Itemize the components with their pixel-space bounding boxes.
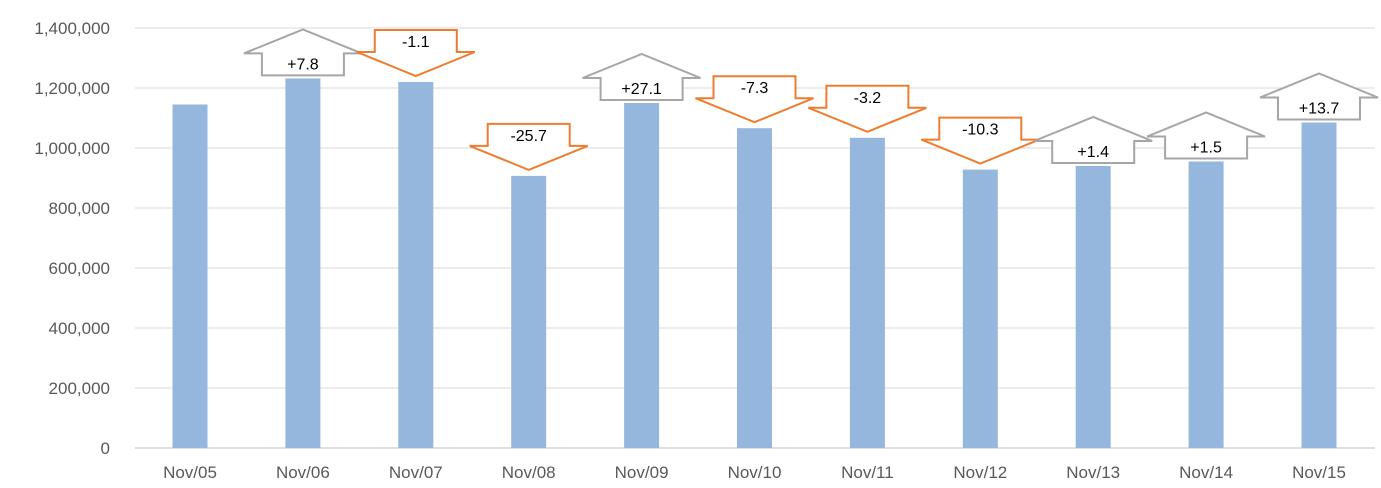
down-arrow-shape xyxy=(808,84,927,133)
x-tick-label: Nov/07 xyxy=(389,463,443,482)
down-arrow-shape xyxy=(356,29,476,78)
y-tick-label: 200,000 xyxy=(49,379,110,398)
change-label: +7.8 xyxy=(287,56,319,73)
y-tick-label: 0 xyxy=(101,439,110,458)
up-arrow-shape xyxy=(582,52,701,101)
change-label: +1.5 xyxy=(1190,140,1222,157)
y-tick-label: 400,000 xyxy=(49,319,110,338)
bar xyxy=(1075,166,1111,448)
down-arrow-shape xyxy=(695,75,814,124)
bar xyxy=(172,104,208,448)
x-tick-label: Nov/06 xyxy=(276,463,330,482)
up-arrow-shape xyxy=(1146,111,1266,160)
y-tick-label: 1,000,000 xyxy=(34,139,110,158)
change-arrows: +7.8 -1.1 -25.7 +27.1 -7.3 -3.2 -10.3 +1.4 +1.5 +… xyxy=(243,28,1379,171)
up-arrow-shape xyxy=(243,28,363,77)
x-tick-label: Nov/14 xyxy=(1179,463,1233,482)
change-label: +13.7 xyxy=(1299,101,1340,118)
bar xyxy=(1188,161,1224,448)
x-tick-label: Nov/08 xyxy=(502,463,556,482)
y-tick-label: 800,000 xyxy=(49,199,110,218)
down-arrow-shape xyxy=(469,122,589,171)
change-label: +27.1 xyxy=(621,81,662,98)
bar xyxy=(624,103,660,448)
bar xyxy=(737,128,772,448)
y-tick-label: 600,000 xyxy=(49,259,110,278)
x-tick-label: Nov/12 xyxy=(953,463,1007,482)
x-tick-label: Nov/10 xyxy=(728,463,782,482)
change-label: -25.7 xyxy=(510,128,547,145)
x-axis-category-labels: Nov/05 Nov/06 Nov/07 Nov/08 Nov/09 Nov/10 Nov/… xyxy=(163,463,1346,482)
x-tick-label: Nov/05 xyxy=(163,463,217,482)
bar xyxy=(398,82,434,448)
y-tick-label: 1,200,000 xyxy=(34,79,110,98)
bar xyxy=(849,137,885,449)
change-label: -1.1 xyxy=(402,34,430,51)
y-axis-tick-labels: 0 200,000 400,000 600,000 800,000 1,000,000 1,… xyxy=(34,19,110,458)
y-tick-label: 1,400,000 xyxy=(34,19,110,38)
bar xyxy=(962,169,998,448)
bars xyxy=(172,78,1337,449)
x-tick-label: Nov/11 xyxy=(841,463,894,482)
x-tick-label: Nov/15 xyxy=(1292,463,1346,482)
x-tick-label: Nov/09 xyxy=(615,463,669,482)
x-tick-label: Nov/13 xyxy=(1066,463,1120,482)
bar xyxy=(511,175,547,448)
change-label: -7.3 xyxy=(741,80,769,97)
bar xyxy=(1301,122,1337,448)
up-arrow-shape xyxy=(1259,72,1379,121)
bar xyxy=(285,78,321,449)
change-label: -3.2 xyxy=(854,90,882,107)
up-arrow-shape xyxy=(1033,115,1153,164)
down-arrow-shape xyxy=(920,116,1040,165)
change-label: +1.4 xyxy=(1077,144,1109,161)
change-label: -10.3 xyxy=(962,122,999,139)
